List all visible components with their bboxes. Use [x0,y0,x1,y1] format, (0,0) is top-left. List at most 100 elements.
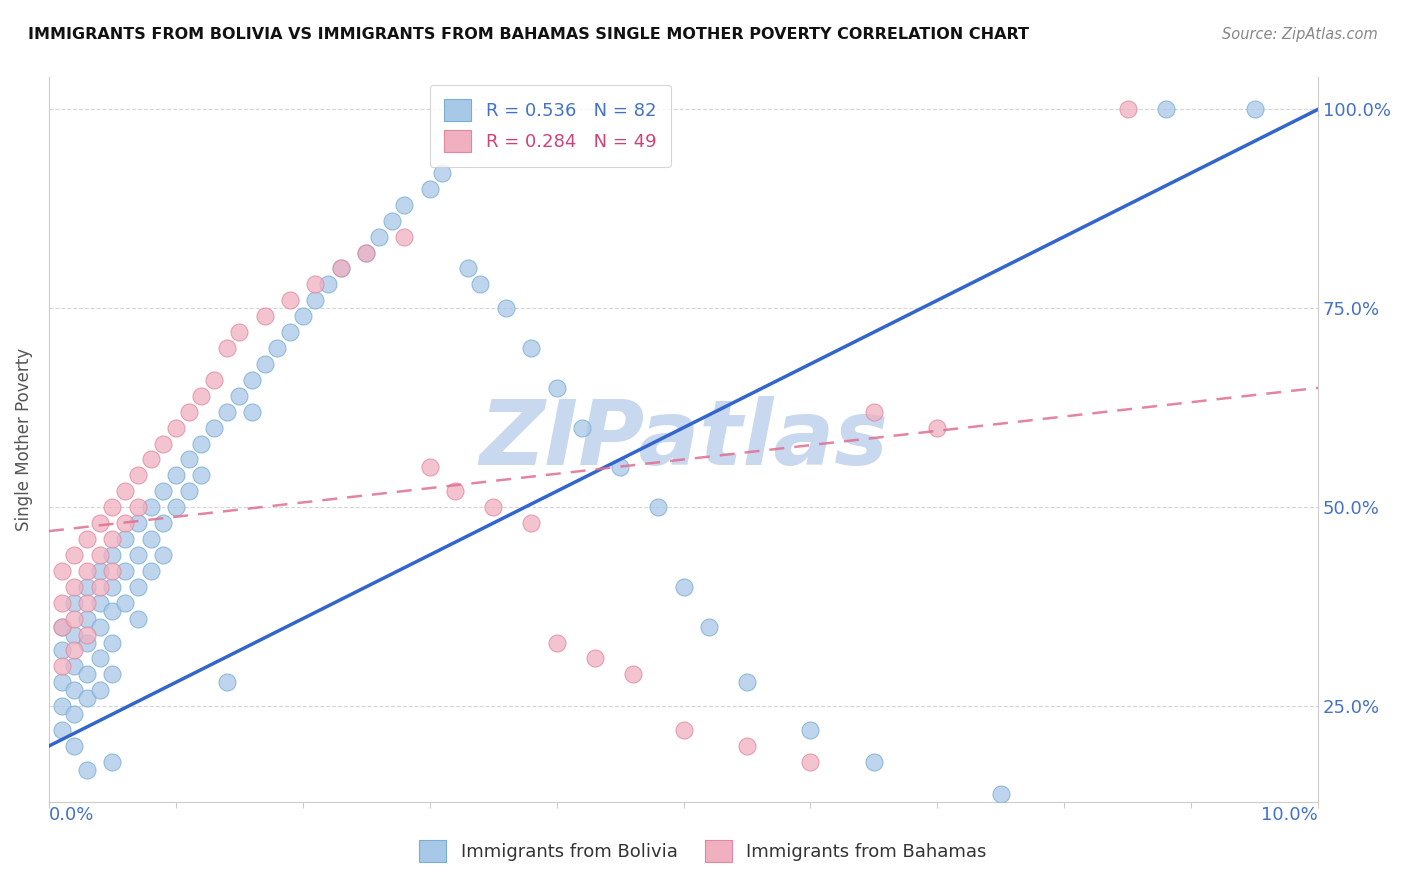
Legend: Immigrants from Bolivia, Immigrants from Bahamas: Immigrants from Bolivia, Immigrants from… [412,833,994,870]
Point [316,277,339,292]
Point [228,389,250,403]
Point [329,261,352,276]
Point [127,468,149,483]
Point [356,245,378,260]
Text: 10.0%: 10.0% [1261,805,1319,823]
Point [63,612,86,626]
Point [444,484,467,499]
Point [76,635,98,649]
Point [647,500,669,515]
Point [76,667,98,681]
Point [291,309,314,323]
Point [51,643,73,657]
Point [177,484,200,499]
Point [139,452,162,467]
Point [114,564,136,578]
Point [152,436,174,450]
Point [152,548,174,562]
Point [520,341,543,355]
Point [253,357,276,371]
Point [101,755,124,769]
Point [278,293,301,308]
Point [735,739,758,753]
Point [697,619,720,633]
Point [89,683,111,698]
Point [190,468,212,483]
Point [139,564,162,578]
Point [672,580,695,594]
Point [152,516,174,530]
Point [621,667,644,681]
Point [63,683,86,698]
Point [672,723,695,737]
Point [165,420,187,434]
Point [63,707,86,722]
Point [114,484,136,499]
Point [177,452,200,467]
Point [63,659,86,673]
Point [89,651,111,665]
Point [863,755,886,769]
Text: 0.0%: 0.0% [49,805,94,823]
Point [215,341,238,355]
Point [304,277,326,292]
Point [114,532,136,546]
Point [101,604,124,618]
Point [101,635,124,649]
Point [482,500,505,515]
Point [51,564,73,578]
Point [432,166,454,180]
Text: Source: ZipAtlas.com: Source: ZipAtlas.com [1222,27,1378,42]
Point [253,309,276,323]
Point [114,596,136,610]
Point [202,373,225,387]
Point [863,405,886,419]
Point [127,500,149,515]
Point [114,516,136,530]
Point [240,405,263,419]
Point [139,532,162,546]
Point [101,548,124,562]
Point [127,612,149,626]
Point [165,500,187,515]
Point [63,596,86,610]
Point [89,619,111,633]
Point [139,500,162,515]
Point [215,675,238,690]
Point [101,667,124,681]
Legend: R = 0.536   N = 82, R = 0.284   N = 49: R = 0.536 N = 82, R = 0.284 N = 49 [430,85,671,167]
Point [89,548,111,562]
Point [51,675,73,690]
Point [1243,103,1265,117]
Point [609,460,631,475]
Point [927,420,949,434]
Point [799,755,821,769]
Point [329,261,352,276]
Point [190,389,212,403]
Point [546,381,568,395]
Point [799,723,821,737]
Point [76,627,98,641]
Point [101,532,124,546]
Point [89,580,111,594]
Point [101,500,124,515]
Point [266,341,288,355]
Point [76,564,98,578]
Point [394,229,416,244]
Point [63,739,86,753]
Point [76,596,98,610]
Point [735,675,758,690]
Point [278,325,301,339]
Point [228,325,250,339]
Point [202,420,225,434]
Point [76,612,98,626]
Point [51,619,73,633]
Point [1154,103,1177,117]
Point [990,787,1012,801]
Point [381,213,404,227]
Point [127,548,149,562]
Point [495,301,517,316]
Point [63,627,86,641]
Y-axis label: Single Mother Poverty: Single Mother Poverty [15,348,32,531]
Point [520,516,543,530]
